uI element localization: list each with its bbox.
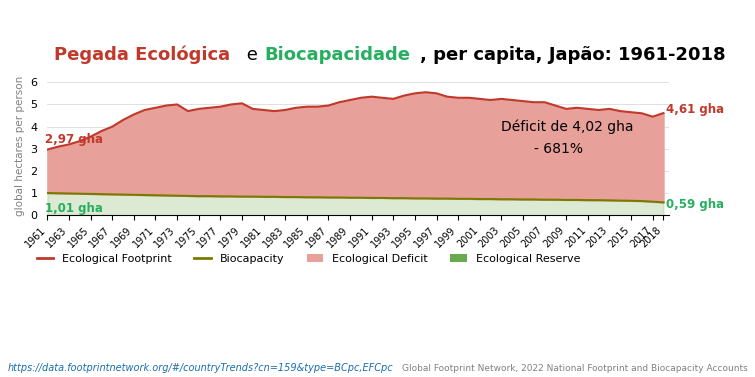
Text: Global Footprint Network, 2022 National Footprint and Biocapacity Accounts: Global Footprint Network, 2022 National …: [402, 364, 747, 373]
Legend: Ecological Footprint, Biocapacity, Ecological Deficit, Ecological Reserve: Ecological Footprint, Biocapacity, Ecolo…: [32, 250, 584, 269]
Text: 1,01 gha: 1,01 gha: [45, 202, 103, 216]
Y-axis label: global hectares per person: global hectares per person: [15, 75, 25, 216]
Text: , per capita, Japão: 1961-2018: , per capita, Japão: 1961-2018: [420, 46, 726, 64]
Text: https://data.footprintnetwork.org/#/countryTrends?cn=159&type=BCpc,EFCpc: https://data.footprintnetwork.org/#/coun…: [8, 363, 393, 373]
Text: e: e: [241, 46, 263, 64]
Text: Pegada Ecológica: Pegada Ecológica: [54, 46, 230, 64]
Text: 2,97 gha: 2,97 gha: [45, 133, 103, 146]
Text: 0,59 gha: 0,59 gha: [666, 198, 724, 211]
Text: - 681%: - 681%: [534, 142, 583, 156]
Text: Déficit de 4,02 gha: Déficit de 4,02 gha: [501, 120, 634, 134]
Text: 4,61 gha: 4,61 gha: [666, 103, 724, 116]
Text: Biocapacidade: Biocapacidade: [265, 46, 411, 64]
